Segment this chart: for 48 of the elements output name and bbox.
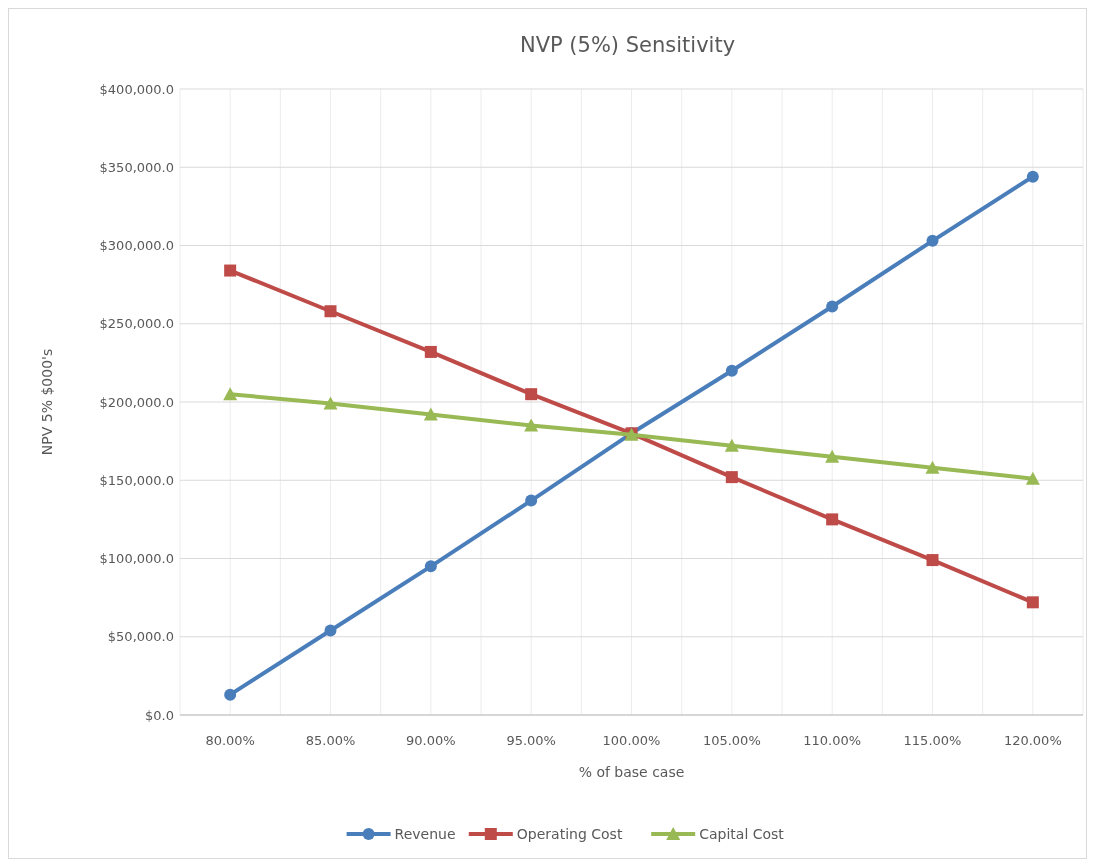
point [525, 388, 538, 401]
point [324, 624, 337, 637]
y-tick-label: $350,000.0 [99, 159, 174, 175]
x-tick-label: 85.00% [305, 733, 356, 748]
x-tick-label: 120.00% [1003, 733, 1062, 748]
x-tick-label: 80.00% [205, 733, 255, 748]
y-axis-title: NPV 5% $000's [39, 348, 55, 456]
x-tick-label: 110.00% [803, 733, 862, 748]
point [725, 364, 738, 377]
y-tick-label: $250,000.0 [99, 316, 174, 332]
y-tick-label: $100,000.0 [99, 551, 174, 567]
x-tick-label: 115.00% [903, 733, 962, 748]
point [525, 494, 538, 507]
point [424, 560, 437, 573]
point [1025, 471, 1040, 485]
point [926, 554, 939, 567]
y-tick-label: $200,000.0 [99, 394, 174, 410]
point [1026, 596, 1039, 609]
point [424, 345, 437, 358]
x-axis-title: % of base case [578, 764, 685, 780]
y-tick-label: $300,000.0 [99, 238, 174, 254]
point [925, 460, 940, 474]
point [223, 387, 238, 401]
x-tick-label: 100.00% [602, 733, 661, 748]
point [524, 418, 539, 432]
point [323, 396, 338, 410]
y-tick-label: $400,000.0 [99, 81, 174, 97]
y-tick-label: $0.0 [145, 707, 174, 723]
y-tick-label: $50,000.0 [107, 629, 174, 645]
legend-label: Capital Cost [699, 825, 785, 842]
point [826, 300, 839, 313]
point [224, 688, 237, 701]
y-tick-label: $150,000.0 [99, 472, 174, 488]
chart-title: NVP (5%) Sensitivity [519, 33, 736, 57]
x-tick-label: 105.00% [702, 733, 761, 748]
point [725, 471, 738, 484]
point [423, 407, 438, 421]
legend-label: Revenue [394, 825, 456, 842]
point [825, 449, 840, 463]
x-tick-label: 90.00% [406, 733, 456, 748]
point [826, 513, 839, 526]
x-tick-label: 95.00% [506, 733, 556, 748]
point [926, 234, 939, 247]
point [324, 305, 337, 318]
legend-label: Operating Cost [516, 825, 623, 842]
point [1026, 170, 1039, 183]
point [224, 264, 237, 277]
point [724, 438, 739, 452]
